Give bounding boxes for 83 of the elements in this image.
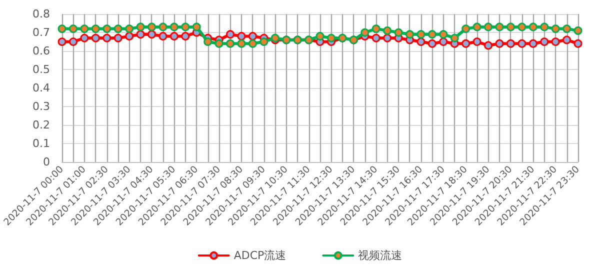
y-tick-label: 0.6 — [32, 44, 50, 58]
point — [326, 34, 336, 42]
point — [58, 24, 66, 34]
point — [574, 39, 582, 48]
point — [383, 26, 392, 35]
point — [136, 22, 145, 32]
y-tick-label: 0 — [43, 156, 50, 168]
point — [439, 38, 448, 46]
y-tick-label: 0.2 — [32, 118, 50, 132]
point — [114, 34, 122, 42]
point — [528, 22, 538, 32]
point — [214, 39, 224, 48]
point — [158, 32, 168, 40]
point — [462, 39, 470, 48]
point — [506, 22, 515, 32]
point — [248, 39, 257, 48]
point — [551, 24, 560, 34]
point — [372, 24, 380, 34]
point — [372, 34, 380, 42]
point — [439, 30, 448, 39]
point — [528, 39, 538, 48]
point — [428, 30, 436, 39]
point — [540, 22, 549, 32]
y-tick-label: 0.4 — [32, 82, 50, 94]
point — [484, 22, 493, 32]
point — [462, 24, 470, 34]
point — [158, 22, 168, 32]
point — [518, 22, 526, 32]
point — [248, 32, 257, 40]
point — [484, 41, 493, 50]
point — [114, 24, 122, 34]
point — [518, 39, 526, 48]
y-tick-label: 0.3 — [32, 100, 50, 113]
y-tick-label: 0.1 — [32, 137, 50, 150]
point — [551, 38, 560, 46]
point — [91, 34, 100, 42]
point — [472, 38, 482, 46]
point — [226, 30, 235, 39]
point — [192, 22, 201, 32]
point — [428, 39, 436, 48]
point — [125, 24, 134, 34]
point — [91, 24, 100, 34]
point — [574, 26, 582, 35]
point — [562, 24, 572, 34]
point — [416, 38, 426, 46]
point — [495, 39, 504, 48]
point — [237, 32, 246, 40]
point — [68, 38, 78, 46]
point — [147, 22, 156, 32]
point — [102, 34, 112, 42]
point — [80, 34, 89, 42]
point — [540, 38, 549, 46]
point — [416, 30, 426, 39]
point — [260, 38, 268, 46]
point — [562, 36, 572, 44]
y-tick-label: 0.5 — [32, 63, 50, 76]
point — [102, 24, 112, 34]
point — [405, 30, 414, 39]
point — [170, 22, 178, 32]
point — [80, 24, 89, 34]
point — [394, 28, 403, 37]
point — [181, 32, 190, 40]
point — [147, 30, 156, 39]
legend-label: 视频流速 — [358, 249, 402, 262]
point — [450, 34, 459, 42]
point — [472, 22, 482, 32]
point — [136, 30, 145, 39]
point — [495, 22, 504, 32]
point — [204, 38, 212, 46]
point — [68, 24, 78, 34]
point — [383, 34, 392, 42]
point — [170, 32, 178, 40]
point — [360, 28, 370, 37]
point — [125, 32, 134, 40]
point — [237, 39, 246, 48]
point — [226, 39, 235, 48]
point — [181, 22, 190, 32]
legend-label: ADCP流速 — [234, 249, 286, 262]
y-tick-label: 0.8 — [32, 8, 50, 20]
point — [58, 38, 66, 46]
point — [506, 39, 515, 48]
point — [316, 32, 324, 40]
y-tick-label: 0.7 — [32, 26, 50, 39]
